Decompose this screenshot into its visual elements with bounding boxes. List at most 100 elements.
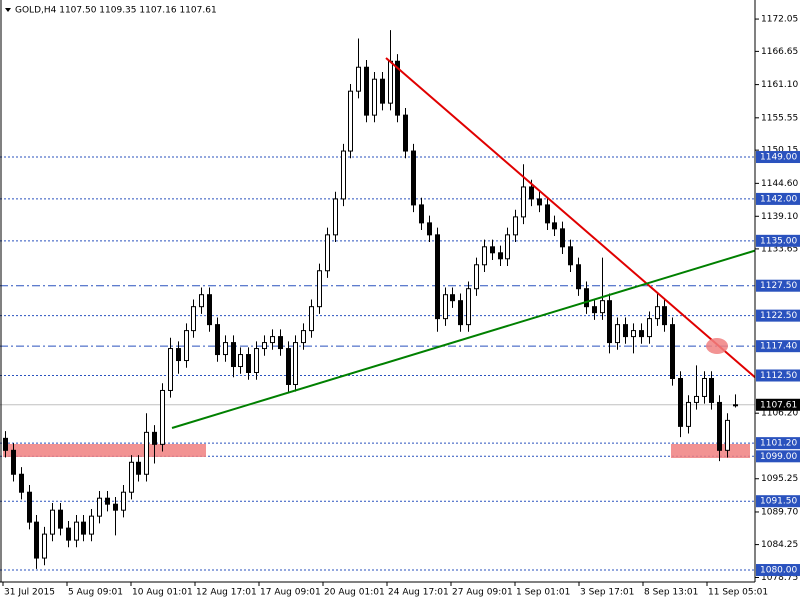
candle-body [215,324,220,356]
y-tick-label: 1078.75 [761,573,798,583]
level-label: 1142.00 [760,194,797,204]
candle-body [545,204,550,224]
candle-body [317,270,322,308]
candle-body [278,336,283,350]
candle-body [521,186,526,218]
level-label: 1135.00 [760,236,797,246]
candle-body [238,354,243,368]
candle-body [678,377,683,427]
candle-body [325,234,330,272]
candle-body [286,348,291,385]
candle-body [725,419,730,451]
candle-body [552,222,557,230]
y-tick-label: 1161.10 [761,80,798,90]
candle-body [89,515,94,535]
candle-body [81,521,86,535]
level-label-bg [756,151,800,164]
candle-body [639,330,644,338]
candle-body [655,306,660,320]
candle-body [607,300,612,344]
candle-body [450,294,455,302]
candle-body [592,306,597,314]
candle-body [482,246,487,266]
candle-body [364,66,369,116]
candle-body [348,90,353,152]
candle-body [113,503,118,511]
candle-body [176,348,181,362]
x-tick-label: 31 Jul 2015 [4,588,55,598]
level-label: 1080.00 [760,566,797,576]
candle-body [568,246,573,266]
level-label-bg [756,279,800,292]
candle-body [293,342,298,385]
candle-body [615,324,620,344]
candle-body [191,306,196,332]
candle-body [490,246,495,254]
level-label: 1117.40 [760,342,797,352]
level-label: 1112.50 [760,371,797,381]
y-tick-label: 1139.10 [761,212,798,222]
candle-body [419,204,424,224]
y-tick-label: 1166.65 [761,47,798,57]
level-label: 1127.50 [760,281,797,291]
candle-body [584,288,589,308]
y-tick-label: 1106.20 [761,409,798,419]
last-price-label: 1107.61 [760,400,797,410]
candle-body [136,461,141,475]
y-tick-label: 1095.25 [761,474,798,484]
trendline [385,57,758,380]
candle-body [388,60,393,104]
marker [706,338,728,354]
y-tick-label: 1155.55 [761,113,798,123]
y-tick-label: 1150.15 [761,146,798,156]
level-label-bg [756,450,800,463]
candle-body [498,252,503,260]
y-tick-label: 1172.05 [761,15,798,25]
candle-body [529,186,534,200]
level-label-bg [756,495,800,508]
candle-body [270,336,275,344]
candle-body [717,401,722,451]
x-tick-label: 20 Aug 01:01 [324,588,385,598]
candle-body [505,234,510,260]
candle-body [458,300,463,326]
level-label-bg [756,340,800,353]
x-tick-label: 24 Aug 17:01 [388,588,449,598]
candle-body [702,377,707,397]
candle-body [121,491,126,511]
x-tick-label: 10 Aug 01:01 [132,588,193,598]
candle-body [662,306,667,326]
candle-body [333,198,338,236]
time-axis-bg [0,582,800,600]
candle-body [184,330,189,362]
level-label: 1099.00 [760,452,797,462]
candle-body [466,288,471,326]
level-label: 1122.50 [760,311,797,321]
y-tick-label: 1089.70 [761,507,798,517]
candle-body [513,216,518,236]
candle-body [97,497,102,517]
candles [3,30,738,569]
candle-body [631,330,636,338]
candle-body [11,449,16,475]
last-price-bg [756,398,800,411]
x-tick-label: 12 Aug 17:01 [196,588,257,598]
trendline [171,249,758,429]
candle-body [600,300,605,314]
candle-body [231,342,236,368]
level-label-bg [756,234,800,247]
candle-body [709,377,714,403]
zone [671,444,750,458]
x-tick-label: 1 Sep 01:01 [516,588,570,598]
candle-body [246,354,251,374]
candle-body [403,114,408,152]
level-label-bg [756,192,800,205]
level-label: 1091.50 [760,497,797,507]
candle-body [474,264,479,290]
candle-body [144,431,149,475]
menu-icon[interactable] [5,8,11,12]
x-tick-label: 17 Aug 09:01 [260,588,321,598]
candle-body [160,389,165,445]
candle-body [168,348,173,391]
